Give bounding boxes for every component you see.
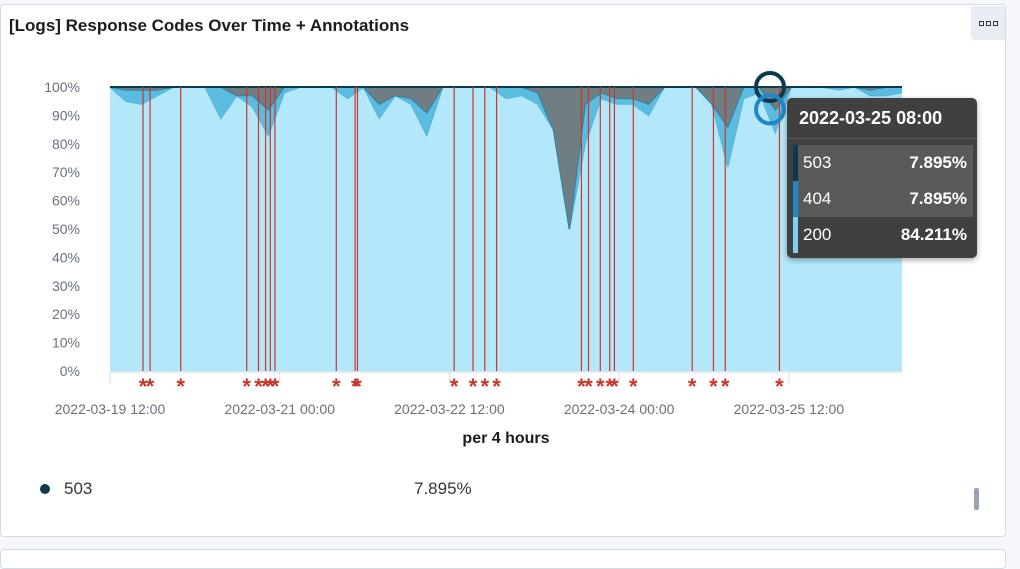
annotation-marker: *	[271, 374, 280, 399]
annotation-marker: *	[577, 374, 586, 399]
annotation-marker: *	[481, 374, 490, 399]
panel-title: [Logs] Response Codes Over Time + Annota…	[9, 16, 410, 35]
x-tick-label: 2022-03-22 12:00	[394, 401, 505, 417]
legend-scrollbar[interactable]	[974, 488, 979, 510]
x-tick-label: 2022-03-25 12:00	[734, 401, 845, 417]
annotation-marker: *	[605, 374, 614, 399]
x-axis-title: per 4 hours	[462, 430, 549, 447]
annotation-marker: *	[261, 374, 270, 399]
annotation-marker: *	[492, 374, 501, 399]
y-tick-label: 0%	[60, 363, 80, 379]
annotation-marker: *	[596, 374, 605, 399]
annotation-marker: *	[139, 374, 148, 399]
tooltip-value: 7.895%	[909, 153, 967, 172]
tooltip-title: 2022-03-25 08:00	[787, 98, 977, 139]
panel-options-button[interactable]	[971, 6, 1005, 40]
ellipsis-boxes-icon	[978, 20, 984, 26]
annotation-marker: *	[450, 374, 459, 399]
x-tick-label: 2022-03-24 00:00	[564, 401, 675, 417]
annotation-marker: *	[254, 374, 263, 399]
annotation-marker: *	[688, 374, 697, 399]
annotation-marker: *	[353, 374, 362, 399]
tooltip-value: 84.211%	[900, 225, 967, 244]
tooltip-label: 404	[803, 189, 832, 208]
chart-tooltip: 2022-03-25 08:00 503 7.895% 404 7.895% 2…	[787, 98, 977, 258]
tooltip-value: 7.895%	[909, 189, 967, 208]
y-tick-label: 10%	[52, 335, 80, 351]
tooltip-label: 503	[803, 153, 832, 172]
legend-label[interactable]: 503	[64, 479, 93, 498]
tooltip-label: 200	[803, 225, 832, 244]
y-tick-label: 60%	[52, 193, 80, 209]
y-tick-label: 40%	[52, 249, 80, 265]
hover-marker-404	[754, 93, 786, 126]
y-tick-label: 80%	[52, 136, 80, 152]
annotation-marker: *	[584, 374, 593, 399]
next-panel	[0, 549, 1006, 569]
annotation-marker: *	[242, 374, 251, 399]
tooltip-swatch	[793, 145, 798, 181]
legend-value: 7.895%	[414, 479, 472, 498]
y-tick-label: 20%	[52, 306, 80, 322]
tooltip-row-404: 404 7.895%	[793, 181, 973, 217]
tooltip-row-200: 200 84.211%	[793, 217, 973, 253]
tooltip-swatch	[793, 217, 798, 253]
y-tick-label: 50%	[52, 221, 80, 237]
annotation-marker: *	[721, 374, 730, 399]
legend-dot-503[interactable]	[40, 484, 50, 494]
annotation-marker: *	[332, 374, 341, 399]
y-tick-label: 70%	[52, 164, 80, 180]
annotation-marker: *	[146, 374, 155, 399]
tooltip-swatch	[793, 181, 798, 217]
annotation-marker: *	[469, 374, 478, 399]
area-chart[interactable]: 0%10%20%30%40%50%60%70%80%90%100%** * * ***…	[0, 0, 1020, 470]
area-series-200	[110, 87, 902, 371]
annotation-marker: *	[610, 374, 619, 399]
y-tick-label: 30%	[52, 278, 80, 294]
annotation-marker: *	[266, 374, 275, 399]
annotation-marker: *	[709, 374, 718, 399]
annotation-marker: *	[775, 374, 784, 399]
tooltip-row-503: 503 7.895%	[793, 145, 973, 181]
annotation-marker: *	[176, 374, 185, 399]
y-tick-label: 90%	[52, 107, 80, 123]
y-tick-label: 100%	[44, 79, 80, 95]
x-tick-label: 2022-03-19 12:00	[55, 401, 166, 417]
x-tick-label: 2022-03-21 00:00	[224, 401, 335, 417]
annotation-marker: *	[629, 374, 638, 399]
annotation-marker: *	[351, 374, 360, 399]
hover-marker-503	[754, 71, 786, 103]
